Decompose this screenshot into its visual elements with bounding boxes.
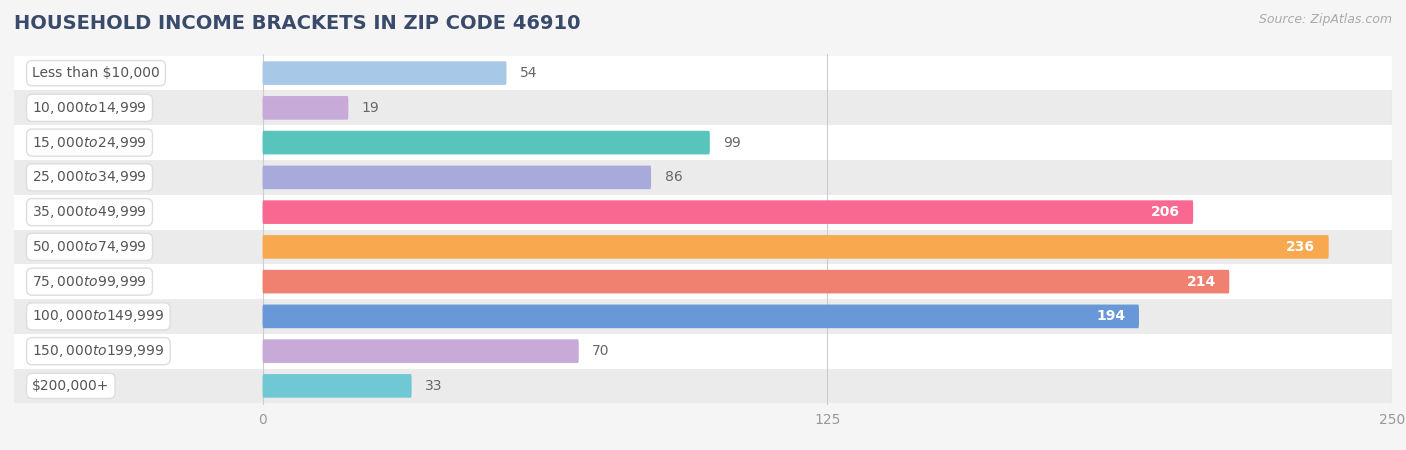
FancyBboxPatch shape bbox=[263, 61, 506, 85]
FancyBboxPatch shape bbox=[263, 235, 1329, 259]
FancyBboxPatch shape bbox=[14, 264, 1392, 299]
Text: HOUSEHOLD INCOME BRACKETS IN ZIP CODE 46910: HOUSEHOLD INCOME BRACKETS IN ZIP CODE 46… bbox=[14, 14, 581, 33]
Text: 99: 99 bbox=[723, 135, 741, 149]
Text: $75,000 to $99,999: $75,000 to $99,999 bbox=[32, 274, 146, 290]
FancyBboxPatch shape bbox=[14, 56, 1392, 90]
Text: 236: 236 bbox=[1286, 240, 1315, 254]
Text: 19: 19 bbox=[361, 101, 380, 115]
Text: $150,000 to $199,999: $150,000 to $199,999 bbox=[32, 343, 165, 359]
Text: Source: ZipAtlas.com: Source: ZipAtlas.com bbox=[1258, 14, 1392, 27]
FancyBboxPatch shape bbox=[14, 334, 1392, 369]
Text: $50,000 to $74,999: $50,000 to $74,999 bbox=[32, 239, 146, 255]
FancyBboxPatch shape bbox=[14, 125, 1392, 160]
FancyBboxPatch shape bbox=[263, 166, 651, 189]
Text: $200,000+: $200,000+ bbox=[32, 379, 110, 393]
FancyBboxPatch shape bbox=[263, 305, 1139, 328]
Text: $15,000 to $24,999: $15,000 to $24,999 bbox=[32, 135, 146, 151]
Text: $10,000 to $14,999: $10,000 to $14,999 bbox=[32, 100, 146, 116]
FancyBboxPatch shape bbox=[263, 200, 1194, 224]
Text: 194: 194 bbox=[1097, 310, 1125, 324]
FancyBboxPatch shape bbox=[263, 374, 412, 398]
Text: 86: 86 bbox=[665, 171, 682, 184]
Text: $100,000 to $149,999: $100,000 to $149,999 bbox=[32, 308, 165, 324]
Text: $25,000 to $34,999: $25,000 to $34,999 bbox=[32, 169, 146, 185]
FancyBboxPatch shape bbox=[14, 195, 1392, 230]
FancyBboxPatch shape bbox=[263, 131, 710, 154]
FancyBboxPatch shape bbox=[263, 339, 579, 363]
FancyBboxPatch shape bbox=[14, 369, 1392, 403]
Text: Less than $10,000: Less than $10,000 bbox=[32, 66, 160, 80]
FancyBboxPatch shape bbox=[14, 299, 1392, 334]
Text: 206: 206 bbox=[1150, 205, 1180, 219]
FancyBboxPatch shape bbox=[263, 270, 1229, 293]
Text: 70: 70 bbox=[592, 344, 610, 358]
FancyBboxPatch shape bbox=[14, 160, 1392, 195]
Text: 33: 33 bbox=[425, 379, 443, 393]
FancyBboxPatch shape bbox=[14, 90, 1392, 125]
Text: 214: 214 bbox=[1187, 274, 1216, 288]
FancyBboxPatch shape bbox=[14, 230, 1392, 264]
FancyBboxPatch shape bbox=[263, 96, 349, 120]
Text: $35,000 to $49,999: $35,000 to $49,999 bbox=[32, 204, 146, 220]
Text: 54: 54 bbox=[520, 66, 537, 80]
